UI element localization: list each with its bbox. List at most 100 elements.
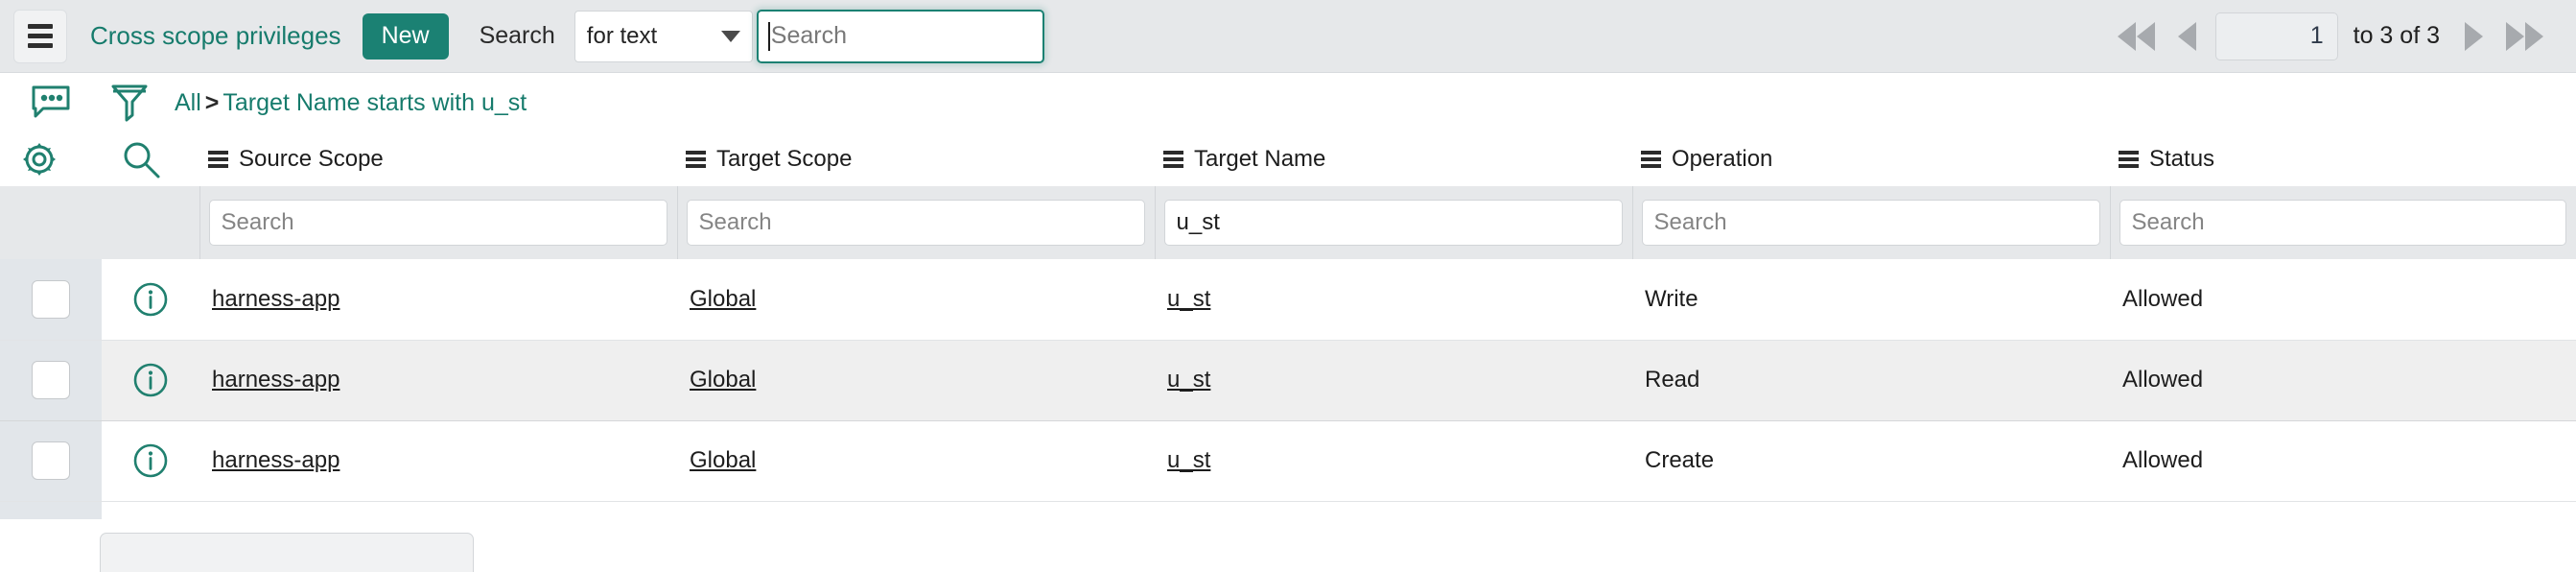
- column-menu-icon: [2119, 151, 2139, 168]
- cell-status: Allowed: [2110, 259, 2576, 341]
- target-scope-link[interactable]: Global: [690, 367, 757, 393]
- column-menu-icon: [208, 151, 228, 168]
- row-checkbox[interactable]: [32, 361, 70, 399]
- filter-input-placeholder: Search: [2131, 209, 2205, 235]
- filter-cell-source-scope: Search: [199, 186, 677, 259]
- target-name-link[interactable]: u_st: [1167, 367, 1211, 393]
- cell-target-scope: Global: [677, 259, 1155, 341]
- target-name-link[interactable]: u_st: [1167, 285, 1211, 312]
- privileges-table: Source Scope Target Scope Target Name Op…: [0, 132, 2576, 502]
- cell-source-scope: harness-app: [199, 259, 677, 341]
- filter-input-placeholder: Search: [221, 209, 294, 235]
- breadcrumb-item-condition[interactable]: Target Name starts with u_st: [222, 88, 527, 116]
- search-type-value: for text: [586, 22, 658, 49]
- row-info-cell: [102, 259, 199, 341]
- row-checkbox[interactable]: [32, 279, 70, 319]
- filter-cell-target-name: u_st: [1154, 186, 1632, 259]
- comment-bubble-icon[interactable]: [12, 84, 90, 121]
- breadcrumb: All > Target Name starts with u_st: [175, 89, 527, 117]
- gear-icon[interactable]: [0, 140, 79, 179]
- breadcrumb-bar: All > Target Name starts with u_st: [0, 73, 2576, 132]
- cell-operation: Create: [1632, 420, 2110, 502]
- operation-value: Create: [1645, 447, 1715, 473]
- previous-page-button[interactable]: [2166, 21, 2208, 51]
- target-scope-link[interactable]: Global: [690, 447, 757, 473]
- filter-input-placeholder: Search: [698, 209, 772, 235]
- column-header-operation[interactable]: Operation: [1632, 132, 2110, 186]
- target-name-link[interactable]: u_st: [1167, 447, 1211, 473]
- page-number-input[interactable]: 1: [2214, 12, 2338, 60]
- cell-target-scope: Global: [677, 420, 1155, 502]
- column-header-target-name[interactable]: Target Name: [1155, 132, 1632, 186]
- filter-input-source-scope[interactable]: Search: [208, 200, 667, 246]
- pagination-controls: 1 to 3 of 3: [2106, 0, 2555, 72]
- row-select-cell: [0, 420, 102, 502]
- filter-gutter-info: [102, 186, 199, 259]
- settings-header-cell: [0, 132, 102, 186]
- table-footer-area: [0, 501, 2576, 572]
- double-left-arrow-icon: [2117, 21, 2136, 51]
- filter-input-operation[interactable]: Search: [1641, 200, 2100, 246]
- gutter-continuation: [0, 501, 102, 519]
- column-menu-icon: [1641, 151, 1661, 168]
- funnel-filter-icon[interactable]: [90, 83, 169, 123]
- status-value: Allowed: [2122, 367, 2204, 393]
- cell-source-scope: harness-app: [199, 420, 677, 502]
- new-button[interactable]: New: [362, 12, 449, 60]
- column-menu-icon: [686, 151, 706, 168]
- column-header-source-scope[interactable]: Source Scope: [199, 132, 677, 186]
- column-header-label: Source Scope: [239, 146, 384, 172]
- operation-value: Write: [1645, 285, 1698, 312]
- info-circle-icon[interactable]: [102, 362, 199, 398]
- search-input-placeholder: Search: [770, 22, 848, 49]
- search-type-select[interactable]: for text: [574, 10, 753, 62]
- table-row[interactable]: harness-app Global u_st Write Allowed: [0, 259, 2576, 341]
- cell-status: Allowed: [2110, 340, 2576, 421]
- row-select-cell: [0, 340, 102, 421]
- hamburger-icon[interactable]: [13, 9, 67, 63]
- hamburger-bar: [28, 24, 53, 29]
- right-arrow-icon: [2465, 21, 2483, 51]
- row-info-cell: [102, 420, 199, 502]
- status-value: Allowed: [2122, 447, 2204, 473]
- table-row[interactable]: harness-app Global u_st Create Allowed: [0, 420, 2576, 502]
- last-page-button[interactable]: [2494, 21, 2555, 51]
- row-checkbox[interactable]: [32, 441, 70, 480]
- cell-operation: Write: [1632, 259, 2110, 341]
- first-page-button[interactable]: [2106, 21, 2166, 51]
- cell-target-name: u_st: [1155, 420, 1632, 502]
- next-page-button[interactable]: [2453, 21, 2494, 51]
- cell-target-name: u_st: [1155, 340, 1632, 421]
- filter-input-status[interactable]: Search: [2119, 200, 2566, 246]
- info-circle-icon[interactable]: [102, 281, 199, 318]
- source-scope-link[interactable]: harness-app: [212, 285, 340, 312]
- breadcrumb-item-all[interactable]: All: [175, 88, 201, 116]
- filter-input-value: u_st: [1176, 209, 1220, 235]
- row-select-cell: [0, 259, 102, 341]
- page-title[interactable]: Cross scope privileges: [90, 21, 341, 50]
- filter-input-target-name[interactable]: u_st: [1163, 200, 1623, 246]
- column-header-label: Status: [2149, 146, 2215, 172]
- row-info-cell: [102, 340, 199, 421]
- footer-action-button[interactable]: [100, 532, 474, 572]
- cell-source-scope: harness-app: [199, 340, 677, 421]
- operation-value: Read: [1645, 367, 1700, 393]
- pagination-range: to 3 of 3: [2353, 22, 2440, 49]
- cell-target-name: u_st: [1155, 259, 1632, 341]
- cell-target-scope: Global: [677, 340, 1155, 421]
- filter-input-target-scope[interactable]: Search: [686, 200, 1145, 246]
- status-value: Allowed: [2122, 285, 2204, 312]
- info-circle-icon[interactable]: [102, 442, 199, 479]
- source-scope-link[interactable]: harness-app: [212, 447, 340, 473]
- column-header-status[interactable]: Status: [2110, 132, 2576, 186]
- chevron-down-icon: [720, 30, 740, 42]
- double-right-arrow-icon: [2525, 21, 2543, 51]
- target-scope-link[interactable]: Global: [690, 285, 757, 312]
- table-row[interactable]: harness-app Global u_st Read Allowed: [0, 340, 2576, 421]
- source-scope-link[interactable]: harness-app: [212, 367, 340, 393]
- search-input[interactable]: Search: [756, 9, 1044, 63]
- page-number-value: 1: [2309, 22, 2324, 49]
- magnifier-icon[interactable]: [102, 139, 180, 179]
- search-label: Search: [479, 22, 555, 49]
- column-header-target-scope[interactable]: Target Scope: [677, 132, 1155, 186]
